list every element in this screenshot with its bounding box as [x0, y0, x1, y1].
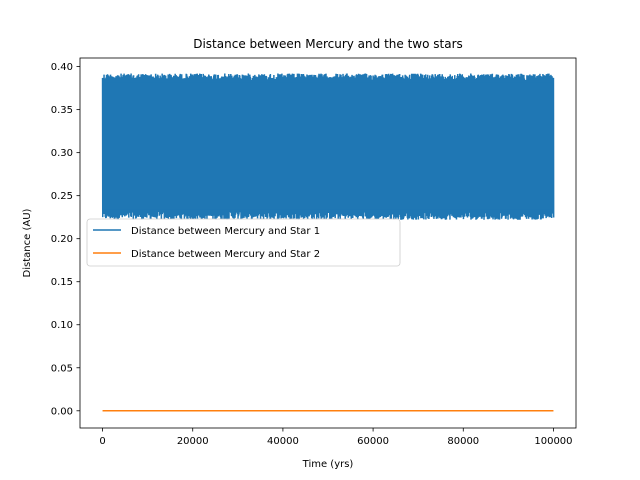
legend-label-star-2: Distance between Mercury and Star 2 [131, 249, 320, 260]
x-tick-label: 100000 [534, 436, 572, 447]
axes-frame [79, 57, 577, 429]
y-axis: 0.00 0.05 0.10 0.15 0.20 0.25 0.30 0.35 0.40 [51, 62, 80, 417]
x-tick-label: 80000 [447, 436, 479, 447]
y-axis-label: Distance (AU) [22, 208, 33, 277]
y-tick-label: 0.05 [51, 363, 73, 374]
x-tick-label: 40000 [267, 436, 299, 447]
chart-title: Distance between Mercury and the two sta… [193, 37, 463, 51]
y-tick-label: 0.10 [51, 320, 73, 331]
y-tick-label: 0.25 [51, 191, 73, 202]
y-tick-label: 0.35 [51, 105, 73, 116]
x-axis: 0 20000 40000 60000 80000 100000 [99, 428, 573, 447]
legend: Distance between Mercury and Star 1 Dist… [86, 218, 401, 267]
series-star-1-band [102, 82, 554, 210]
y-tick-label: 0.20 [51, 234, 73, 245]
series-layer [101, 73, 555, 412]
y-tick-label: 0.15 [51, 277, 73, 288]
x-tick-label: 20000 [177, 436, 209, 447]
legend-label-star-1: Distance between Mercury and Star 1 [131, 226, 320, 237]
y-tick-label: 0.30 [51, 148, 73, 159]
x-tick-label: 0 [99, 436, 105, 447]
y-tick-label: 0.00 [51, 406, 73, 417]
x-tick-label: 60000 [357, 436, 389, 447]
x-axis-label: Time (yrs) [302, 459, 354, 470]
legend-box [86, 218, 401, 267]
y-tick-label: 0.40 [51, 62, 73, 73]
